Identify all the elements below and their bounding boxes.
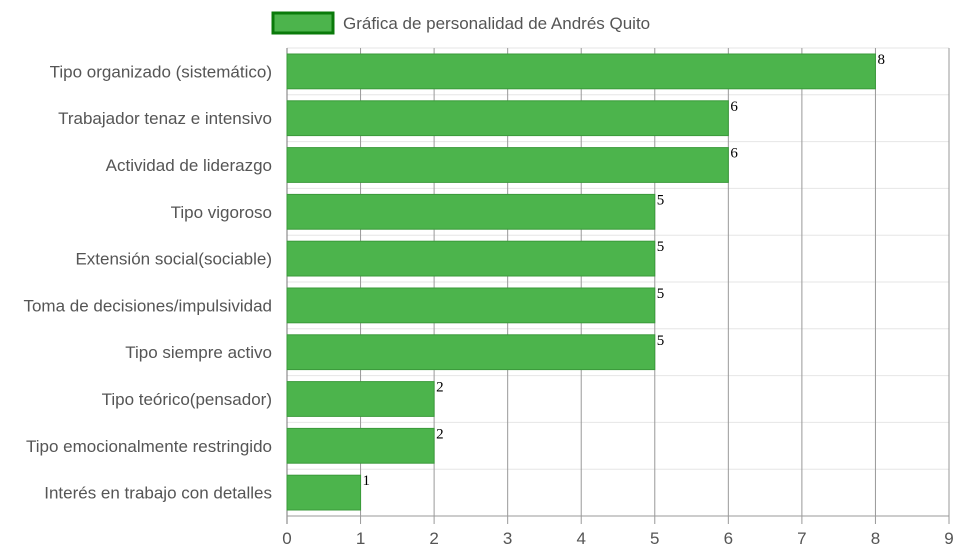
bar[interactable] xyxy=(286,147,729,183)
legend[interactable]: Gráfica de personalidad de Andrés Quito xyxy=(271,11,650,35)
bar[interactable] xyxy=(286,240,656,277)
data-label: 5 xyxy=(657,239,665,255)
x-tick-label: 3 xyxy=(503,529,512,548)
bar[interactable] xyxy=(286,287,656,324)
data-label: 6 xyxy=(730,99,738,115)
data-label: 5 xyxy=(657,333,665,349)
category-label: Trabajador tenaz e intensivo xyxy=(58,109,272,128)
category-label: Tipo emocionalmente restringido xyxy=(26,437,272,456)
data-label: 6 xyxy=(730,146,738,162)
data-label: 8 xyxy=(877,52,885,68)
x-tick-label: 4 xyxy=(576,529,585,548)
category-label: Tipo vigoroso xyxy=(171,203,272,222)
category-labels: Tipo organizado (sistemático) Trabajador … xyxy=(23,62,272,502)
x-tick-label: 2 xyxy=(429,529,438,548)
data-label: 5 xyxy=(657,286,665,302)
category-label: Tipo siempre activo xyxy=(125,343,272,362)
x-tick-label: 9 xyxy=(944,529,953,548)
bar[interactable] xyxy=(286,381,435,417)
legend-swatch xyxy=(271,11,335,35)
data-label: 2 xyxy=(436,380,444,396)
x-tick-label: 6 xyxy=(724,529,733,548)
x-axis-ticks: 0 1 2 3 4 5 6 7 8 9 xyxy=(282,529,953,548)
x-tick-label: 8 xyxy=(871,529,880,548)
x-tick-label: 1 xyxy=(356,529,365,548)
bars xyxy=(286,53,876,511)
category-label: Tipo teórico(pensador) xyxy=(102,390,272,409)
data-label: 5 xyxy=(657,192,665,208)
bar[interactable] xyxy=(286,53,876,90)
bar[interactable] xyxy=(286,427,435,464)
bar[interactable] xyxy=(286,193,656,230)
category-label: Tipo organizado (sistemático) xyxy=(50,62,272,81)
value-labels: 8 6 6 5 5 5 5 2 2 1 xyxy=(363,52,885,489)
category-label: Extensión social(sociable) xyxy=(75,250,272,269)
bar[interactable] xyxy=(286,100,729,137)
bar[interactable] xyxy=(286,474,362,511)
data-label: 1 xyxy=(363,473,371,489)
x-tick-label: 7 xyxy=(797,529,806,548)
category-label: Actividad de liderazgo xyxy=(106,156,272,175)
x-tick-label: 5 xyxy=(650,529,659,548)
legend-label: Gráfica de personalidad de Andrés Quito xyxy=(343,14,650,33)
category-label: Interés en trabajo con detalles xyxy=(44,484,272,503)
x-tick-label: 0 xyxy=(282,529,291,548)
data-label: 2 xyxy=(436,426,444,442)
category-label: Toma de decisiones/impulsividad xyxy=(23,296,272,315)
bar[interactable] xyxy=(286,334,656,371)
